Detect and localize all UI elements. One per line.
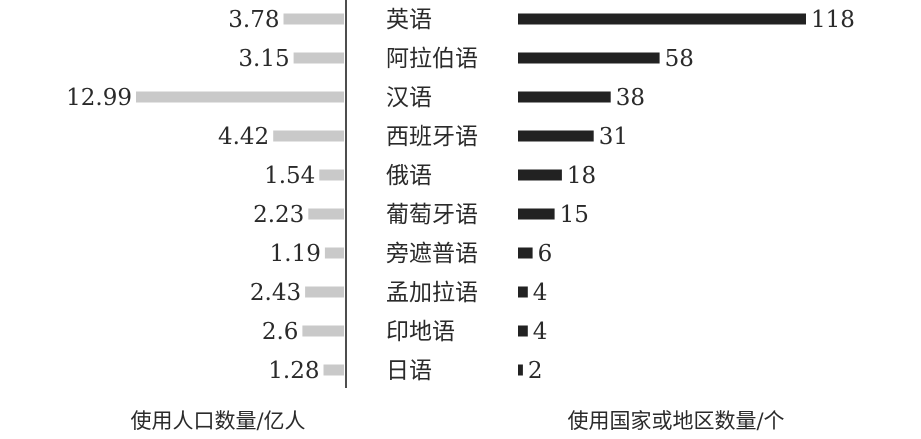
language-label: 俄语: [386, 163, 432, 189]
language-label: 汉语: [386, 85, 432, 111]
language-label: 日语: [386, 358, 432, 384]
country-count-value-label: 15: [560, 202, 589, 228]
country-count-value-label: 4: [533, 319, 548, 345]
population-value-label: 3.15: [238, 46, 289, 72]
country-count-value-label: 118: [811, 7, 855, 33]
population-bar: [293, 52, 344, 64]
country-count-value-label: 38: [616, 85, 645, 111]
population-value-label: 1.28: [268, 358, 319, 384]
country-count-bar: [518, 91, 611, 103]
language-label: 葡萄牙语: [386, 202, 478, 228]
language-label: 旁遮普语: [386, 241, 478, 267]
country-count-value-label: 4: [533, 280, 548, 306]
language-label: 孟加拉语: [386, 280, 478, 306]
population-value-label: 4.42: [218, 124, 269, 150]
language-label: 印地语: [386, 319, 455, 345]
population-bar: [319, 169, 344, 181]
population-value-label: 1.19: [270, 241, 321, 267]
country-count-bar: [518, 364, 523, 376]
population-bar: [324, 247, 344, 259]
country-count-value-label: 58: [665, 46, 694, 72]
right-axis-label: 使用国家或地区数量/个: [567, 409, 784, 433]
language-label: 西班牙语: [386, 124, 478, 150]
population-value-label: 2.43: [250, 280, 301, 306]
country-count-bar: [518, 52, 660, 64]
population-value-label: 12.99: [66, 85, 132, 111]
country-count-value-label: 6: [538, 241, 553, 267]
country-count-value-label: 31: [599, 124, 628, 150]
country-count-value-label: 2: [528, 358, 543, 384]
population-bar: [323, 364, 344, 376]
population-value-label: 2.23: [253, 202, 304, 228]
population-bar: [136, 91, 344, 103]
country-count-bar: [518, 208, 555, 220]
language-label: 英语: [386, 7, 432, 33]
population-value-label: 2.6: [262, 319, 299, 345]
country-count-bar: [518, 13, 806, 25]
population-bar: [308, 208, 344, 220]
country-count-bar: [518, 169, 562, 181]
population-bar: [305, 286, 344, 298]
population-value-label: 1.54: [264, 163, 315, 189]
population-bar: [302, 325, 344, 337]
country-count-bar: [518, 286, 528, 298]
population-bars: 3.78 3.15 12.99 4.42 1.54 2.23 1.19 2.43 2.6 1.28: [66, 7, 344, 384]
country-count-bar: [518, 325, 528, 337]
population-value-label: 3.78: [228, 7, 279, 33]
country-count-bar: [518, 130, 594, 142]
population-bar: [283, 13, 344, 25]
language-label: 阿拉伯语: [386, 46, 478, 72]
population-bar: [273, 130, 344, 142]
country-count-value-label: 18: [567, 163, 596, 189]
country-count-bar: [518, 247, 533, 259]
left-axis-label: 使用人口数量/亿人: [130, 409, 305, 433]
